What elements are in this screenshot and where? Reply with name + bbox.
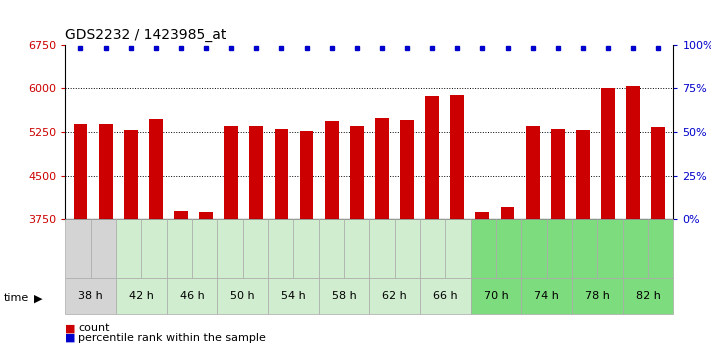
Bar [174,211,188,345]
Text: percentile rank within the sample: percentile rank within the sample [78,333,266,343]
Bar [65,278,116,314]
Bar [218,219,242,278]
Bar [299,131,314,345]
Bar [623,278,673,314]
Bar [116,278,166,314]
Bar [471,219,496,278]
Bar [344,219,369,278]
Bar [268,278,319,314]
Bar [547,219,572,278]
Bar [450,95,464,345]
Bar [250,126,263,345]
Text: 82 h: 82 h [636,291,661,301]
Bar [370,278,420,314]
Bar [445,219,471,278]
Bar [116,219,141,278]
Text: 74 h: 74 h [534,291,559,301]
Bar [224,126,238,345]
Bar [141,219,166,278]
Bar [325,121,338,345]
Text: 38 h: 38 h [78,291,103,301]
Text: 66 h: 66 h [433,291,458,301]
Text: time: time [4,294,29,303]
Text: count: count [78,324,109,333]
Bar [572,219,597,278]
Bar [597,219,623,278]
Bar [149,119,163,345]
Bar [501,207,515,345]
Bar [576,130,590,345]
Bar [242,219,268,278]
Bar [166,219,192,278]
Bar [99,124,112,345]
Bar [73,125,87,345]
Bar [525,126,540,345]
Text: 42 h: 42 h [129,291,154,301]
Bar [370,219,395,278]
Bar [124,130,138,345]
Text: 50 h: 50 h [230,291,255,301]
Bar [521,278,572,314]
Bar [626,86,640,345]
Bar [623,219,648,278]
Bar [572,278,623,314]
Text: ■: ■ [65,333,76,343]
Bar [199,212,213,345]
Text: ▶: ▶ [34,294,43,303]
Bar [192,219,218,278]
Text: ■: ■ [65,324,76,333]
Bar [476,212,489,345]
Bar [521,219,547,278]
Bar [319,278,370,314]
Bar [274,129,289,345]
Bar [294,219,319,278]
Text: GDS2232 / 1423985_at: GDS2232 / 1423985_at [65,28,227,42]
Bar [420,219,445,278]
Bar [350,126,364,345]
Text: 54 h: 54 h [281,291,306,301]
Bar [651,127,665,345]
Bar [420,278,471,314]
Bar [91,219,116,278]
Text: 70 h: 70 h [483,291,508,301]
Bar [648,219,673,278]
Text: 58 h: 58 h [331,291,356,301]
Text: 78 h: 78 h [585,291,610,301]
Bar [218,278,268,314]
Bar [375,118,389,345]
Bar [551,129,565,345]
Text: 46 h: 46 h [180,291,205,301]
Bar [496,219,521,278]
Bar [400,120,414,345]
Bar [268,219,294,278]
Text: 62 h: 62 h [383,291,407,301]
Bar [65,219,91,278]
Bar [319,219,344,278]
Bar [395,219,420,278]
Bar [425,96,439,345]
Bar [601,88,615,345]
Bar [166,278,218,314]
Bar [471,278,521,314]
